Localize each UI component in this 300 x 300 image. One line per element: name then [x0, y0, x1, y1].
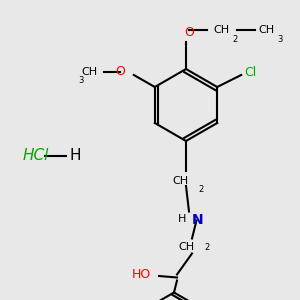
Text: 2: 2: [198, 184, 203, 194]
Text: H: H: [69, 148, 81, 164]
Text: 3: 3: [278, 34, 283, 43]
Text: CH: CH: [258, 25, 274, 35]
Text: CH: CH: [178, 242, 194, 251]
Text: Cl: Cl: [244, 65, 256, 79]
Text: CH: CH: [82, 67, 98, 77]
Text: HCl: HCl: [23, 148, 49, 164]
Text: N: N: [192, 213, 204, 227]
Text: O: O: [184, 26, 194, 39]
Text: 3: 3: [78, 76, 84, 85]
Text: O: O: [115, 65, 125, 79]
Text: CH: CH: [213, 25, 229, 35]
Text: H: H: [178, 214, 186, 224]
Text: 2: 2: [232, 34, 238, 43]
Text: CH: CH: [172, 176, 188, 185]
Text: 2: 2: [204, 244, 209, 253]
Text: HO: HO: [131, 268, 151, 281]
